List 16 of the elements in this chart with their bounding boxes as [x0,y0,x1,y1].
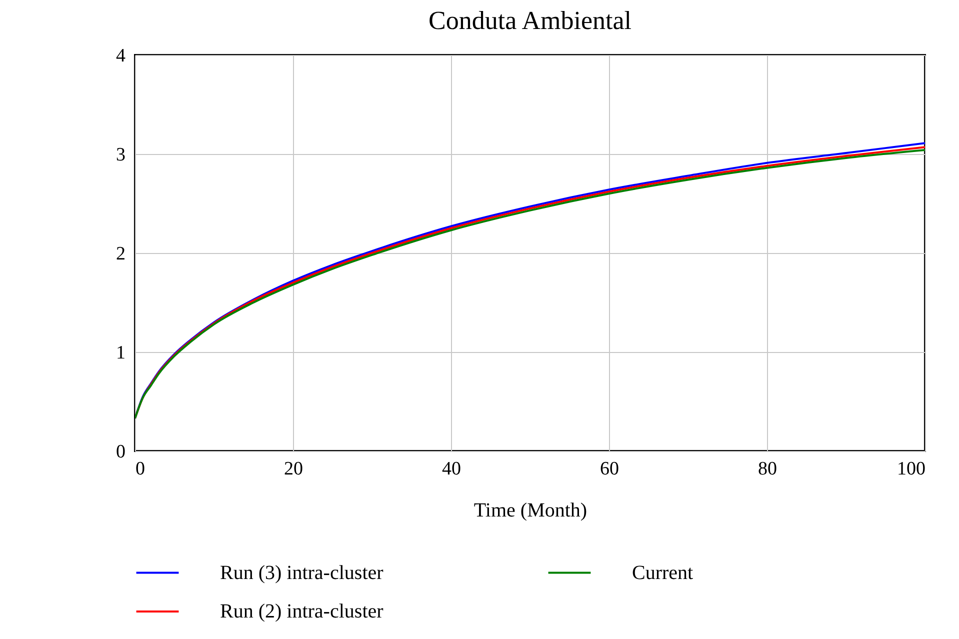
x-tick-label: 40 [442,458,461,480]
legend-label: Run (3) intra-cluster [220,562,384,584]
legend-label: Current [632,562,694,584]
x-axis-title: Time (Month) [474,500,588,522]
x-tick-label: 80 [758,458,777,480]
y-tick-label: 0 [116,442,126,462]
y-tick-label: 3 [116,144,126,166]
x-tick-label: 60 [600,458,619,480]
y-tick-label: 4 [116,46,126,66]
y-tick-label: 2 [116,244,126,264]
y-tick-label: 1 [116,342,126,364]
x-tick-label: 20 [284,458,303,480]
x-tick-label: 100 [897,458,926,480]
legend-label: Run (2) intra-cluster [220,600,384,622]
chart-title: Conduta Ambiental [428,6,632,35]
x-tick-label: 0 [136,458,145,480]
